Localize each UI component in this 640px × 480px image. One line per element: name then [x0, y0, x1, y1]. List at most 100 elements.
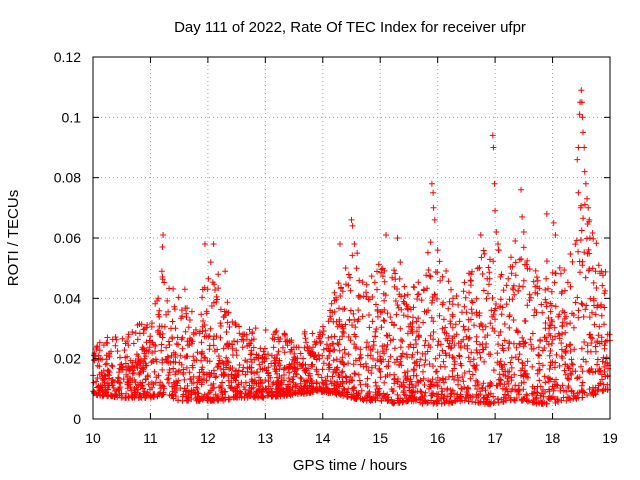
data-point: [175, 397, 182, 404]
data-point: [144, 321, 151, 328]
data-point: [184, 342, 191, 349]
data-point: [159, 359, 166, 366]
data-point: [355, 307, 362, 314]
data-point: [155, 311, 162, 318]
data-point: [231, 338, 237, 344]
data-point: [586, 367, 593, 373]
data-point: [548, 394, 555, 401]
data-point: [545, 285, 551, 292]
data-point: [536, 366, 543, 373]
data-point: [256, 374, 262, 381]
data-point: [585, 246, 592, 253]
data-point: [586, 235, 593, 241]
data-point: [310, 389, 317, 396]
data-point: [567, 283, 574, 290]
data-point: [381, 343, 388, 349]
data-point: [288, 360, 295, 367]
data-point: [520, 229, 527, 235]
data-point: [164, 376, 171, 383]
data-point: [551, 396, 558, 402]
data-point: [428, 392, 435, 399]
data-point: [468, 298, 475, 304]
data-point: [131, 385, 138, 392]
data-point: [291, 354, 297, 361]
data-point: [182, 305, 189, 312]
data-point: [205, 275, 212, 282]
data-point: [159, 366, 166, 373]
data-point: [394, 356, 401, 363]
data-point: [458, 338, 465, 345]
data-point: [475, 381, 482, 388]
data-point: [125, 331, 132, 338]
data-point: [368, 273, 375, 280]
data-point: [223, 354, 230, 361]
data-point: [273, 328, 280, 334]
data-point: [298, 384, 305, 391]
data-point: [166, 392, 173, 399]
data-point: [545, 378, 552, 385]
data-point: [532, 289, 539, 296]
data-point: [210, 241, 217, 247]
data-point: [190, 353, 197, 360]
data-point: [574, 294, 581, 301]
data-point: [535, 351, 542, 358]
data-point: [353, 395, 360, 402]
data-point: [164, 297, 171, 304]
data-point: [384, 391, 391, 398]
data-point: [412, 397, 419, 404]
data-point: [424, 249, 431, 256]
data-point: [371, 279, 378, 286]
data-point: [301, 344, 308, 351]
data-point: [316, 355, 323, 362]
data-point: [487, 320, 494, 327]
data-point: [207, 372, 214, 378]
data-point: [416, 362, 423, 369]
data-point: [577, 269, 583, 276]
data-point: [381, 278, 388, 285]
data-point: [175, 341, 182, 348]
data-point: [439, 388, 446, 395]
data-point: [291, 357, 298, 364]
data-point: [333, 294, 339, 301]
data-point: [430, 318, 437, 325]
data-point: [196, 330, 203, 337]
data-point: [360, 293, 367, 300]
data-point: [99, 356, 106, 363]
data-point: [533, 274, 540, 281]
data-point: [209, 279, 216, 286]
data-point: [465, 385, 472, 392]
data-point: [469, 299, 476, 306]
data-point: [549, 336, 556, 343]
data-point: [348, 394, 355, 401]
data-point: [178, 336, 185, 343]
data-point: [335, 381, 342, 388]
data-point: [531, 306, 538, 313]
data-point: [513, 395, 520, 401]
data-point: [508, 270, 515, 277]
data-point: [129, 367, 136, 374]
data-point: [171, 306, 178, 313]
data-point: [273, 381, 280, 387]
data-point: [372, 389, 379, 396]
data-point: [539, 309, 546, 316]
data-point: [581, 249, 588, 256]
data-point: [500, 287, 507, 294]
data-point: [342, 265, 349, 271]
data-point: [179, 313, 186, 320]
data-point: [547, 308, 554, 315]
data-point: [399, 338, 406, 345]
data-point: [397, 325, 404, 332]
data-point: [341, 350, 348, 357]
data-point: [589, 335, 596, 342]
data-point: [504, 388, 511, 395]
data-point: [233, 387, 239, 394]
data-point: [336, 305, 342, 312]
data-point: [460, 323, 467, 330]
data-point: [449, 373, 456, 380]
data-point: [159, 244, 166, 250]
data-point: [292, 365, 299, 372]
data-point: [441, 399, 448, 406]
data-point: [179, 345, 186, 352]
data-point: [579, 379, 586, 386]
data-point: [491, 398, 498, 405]
